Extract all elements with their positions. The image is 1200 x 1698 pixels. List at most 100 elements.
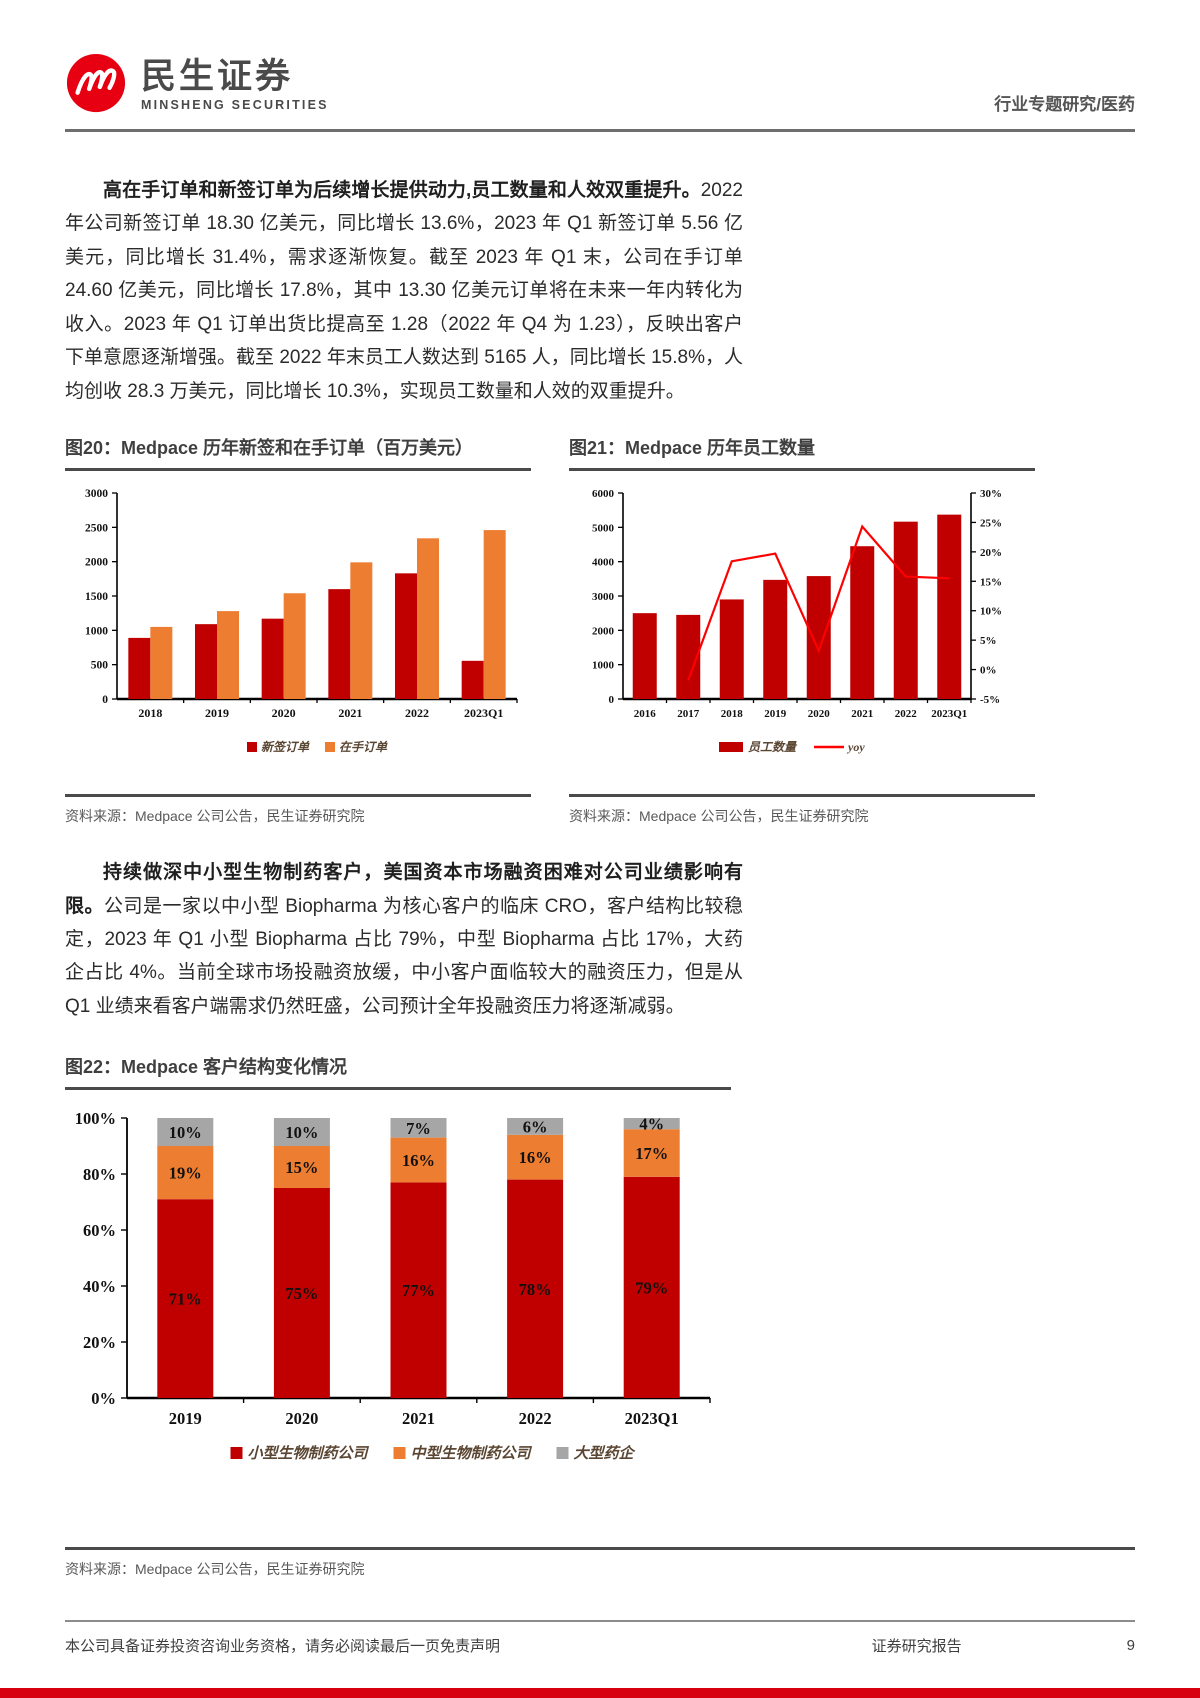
svg-text:15%: 15% <box>980 576 1002 588</box>
svg-text:75%: 75% <box>285 1284 318 1303</box>
figure-22-source: 资料来源：Medpace 公司公告，民生证券研究院 <box>65 1561 365 1578</box>
brand-name-en: MINSHENG SECURITIES <box>141 98 329 113</box>
svg-text:2020: 2020 <box>272 706 296 720</box>
svg-text:2023Q1: 2023Q1 <box>931 708 967 720</box>
svg-text:30%: 30% <box>980 488 1002 500</box>
svg-text:20%: 20% <box>980 547 1002 559</box>
svg-text:2022: 2022 <box>405 706 429 720</box>
svg-text:2022: 2022 <box>519 1409 552 1428</box>
brand-name-cn: 民生证券 <box>141 56 294 96</box>
paragraph-clients-body: 公司是一家以中小型 Biopharma 为核心客户的临床 CRO，客户结构比较稳… <box>65 895 743 1017</box>
svg-text:大型药企: 大型药企 <box>574 1444 636 1462</box>
page-footer: 本公司具备证券投资咨询业务资格，请务必阅读最后一页免责声明 证券研究报告 9 <box>65 1620 1135 1656</box>
paragraph-orders-lead: 高在手订单和新签订单为后续增长提供动力,员工数量和人效双重提升。 <box>103 180 701 201</box>
paragraph-clients: 持续做深中小型生物制药客户，美国资本市场融资困难对公司业绩影响有限。公司是一家以… <box>65 856 743 1023</box>
page-header: 民生证券 MINSHENG SECURITIES 行业专题研究/医药 <box>65 0 1135 132</box>
svg-text:10%: 10% <box>169 1123 202 1142</box>
svg-text:2020: 2020 <box>808 708 831 720</box>
svg-text:16%: 16% <box>402 1151 435 1170</box>
svg-text:新签订单: 新签订单 <box>261 740 310 754</box>
svg-text:3000: 3000 <box>85 488 108 500</box>
figure-21-chart: 0 1000 2000 3000 4000 5000 6000 -5% 0% 5% 10% 15% 20… <box>592 488 1002 754</box>
svg-text:71%: 71% <box>169 1290 202 1309</box>
svg-text:40%: 40% <box>83 1277 116 1296</box>
svg-text:4000: 4000 <box>592 557 615 569</box>
svg-text:2017: 2017 <box>677 708 700 720</box>
svg-text:2000: 2000 <box>85 557 108 569</box>
svg-text:2019: 2019 <box>205 706 229 720</box>
figure-20-rule <box>65 794 531 798</box>
paragraph-orders-body: 2022 年公司新签订单 18.30 亿美元，同比增长 13.6%，2023 年… <box>65 180 743 402</box>
footer-right: 证券研究报告 9 <box>872 1635 1135 1656</box>
svg-text:60%: 60% <box>83 1221 116 1240</box>
svg-text:2018: 2018 <box>138 706 162 720</box>
figure-21-title: 图21：Medpace 历年员工数量 <box>569 434 1035 472</box>
svg-text:5%: 5% <box>980 635 997 647</box>
svg-text:16%: 16% <box>519 1148 552 1167</box>
footer-doc-label: 证券研究报告 <box>871 1638 962 1655</box>
svg-text:10%: 10% <box>980 606 1002 618</box>
figure-21-source: 资料来源：Medpace 公司公告，民生证券研究院 <box>569 808 869 825</box>
figure-22: 图22：Medpace 客户结构变化情况 0% 20% 40% 60% 80% 100% 2… <box>65 1053 1135 1579</box>
figure-22-title: 图22：Medpace 客户结构变化情况 <box>65 1053 731 1091</box>
svg-text:10%: 10% <box>285 1123 318 1142</box>
svg-text:yoy: yoy <box>846 740 865 754</box>
svg-text:15%: 15% <box>285 1158 318 1177</box>
svg-text:79%: 79% <box>635 1279 668 1298</box>
figure-20-source: 资料来源：Medpace 公司公告，民生证券研究院 <box>65 808 365 825</box>
svg-text:2020: 2020 <box>285 1409 318 1428</box>
svg-text:78%: 78% <box>519 1280 552 1299</box>
svg-text:2021: 2021 <box>851 708 873 720</box>
figure-22-rule <box>65 1547 1135 1551</box>
svg-text:7%: 7% <box>406 1119 431 1138</box>
svg-text:100%: 100% <box>75 1109 116 1128</box>
figure-20-chart: 0 500 1000 1500 2000 2500 3000 2018 2019 2020 2021… <box>85 488 518 754</box>
footer-red-strip <box>0 1688 1200 1698</box>
svg-text:2019: 2019 <box>169 1409 202 1428</box>
svg-text:6%: 6% <box>523 1118 548 1137</box>
svg-text:500: 500 <box>91 660 109 672</box>
paragraph-orders: 高在手订单和新签订单为后续增长提供动力,员工数量和人效双重提升。2022 年公司… <box>65 174 743 408</box>
svg-text:1000: 1000 <box>85 625 108 637</box>
svg-text:2018: 2018 <box>721 708 744 720</box>
svg-text:4%: 4% <box>639 1115 664 1134</box>
svg-text:6000: 6000 <box>592 488 615 500</box>
svg-text:2021: 2021 <box>338 706 362 720</box>
svg-text:0: 0 <box>609 694 615 706</box>
svg-text:员工数量: 员工数量 <box>748 740 798 754</box>
svg-text:2021: 2021 <box>402 1409 435 1428</box>
figure-21: 图21：Medpace 历年员工数量 0 1000 2000 3000 4000 5000… <box>569 434 1035 826</box>
svg-text:17%: 17% <box>635 1144 668 1163</box>
figure-20: 图20：Medpace 历年新签和在手订单（百万美元） 0 500 1000 1500… <box>65 434 531 826</box>
svg-text:20%: 20% <box>83 1333 116 1352</box>
svg-text:2016: 2016 <box>634 708 657 720</box>
footer-disclaimer: 本公司具备证券投资咨询业务资格，请务必阅读最后一页免责声明 <box>65 1638 501 1655</box>
svg-text:19%: 19% <box>169 1164 202 1183</box>
svg-text:0%: 0% <box>980 665 997 677</box>
svg-text:2022: 2022 <box>895 708 918 720</box>
figures-row: 图20：Medpace 历年新签和在手订单（百万美元） 0 500 1000 1500… <box>65 434 1135 826</box>
svg-text:2000: 2000 <box>592 625 615 637</box>
svg-text:5000: 5000 <box>592 522 615 534</box>
svg-text:2023Q1: 2023Q1 <box>625 1409 679 1428</box>
figure-21-rule <box>569 794 1035 798</box>
figure-22-chart: 0% 20% 40% 60% 80% 100% 2019 71% 19% 10% 2020 75% 15… <box>75 1109 711 1462</box>
svg-text:-5%: -5% <box>980 694 1000 706</box>
svg-text:小型生物制药公司: 小型生物制药公司 <box>248 1445 370 1462</box>
svg-text:80%: 80% <box>83 1165 116 1184</box>
svg-text:2023Q1: 2023Q1 <box>464 706 503 720</box>
svg-text:0%: 0% <box>91 1389 116 1408</box>
svg-text:中型生物制药公司: 中型生物制药公司 <box>411 1445 533 1462</box>
svg-text:2019: 2019 <box>764 708 787 720</box>
brand-block: 民生证券 MINSHENG SECURITIES <box>65 52 329 119</box>
minsheng-logo-icon <box>65 52 127 119</box>
svg-text:0: 0 <box>102 694 108 706</box>
figure-20-title: 图20：Medpace 历年新签和在手订单（百万美元） <box>65 434 531 472</box>
footer-page-number: 9 <box>1126 1637 1135 1654</box>
svg-text:77%: 77% <box>402 1281 435 1300</box>
svg-text:25%: 25% <box>980 517 1002 529</box>
paragraph-clients-lead: 持续做深中小型生物制药客户，美国资本市场融资困难对公司业绩影响有限。 <box>65 862 743 917</box>
svg-text:在手订单: 在手订单 <box>339 740 388 754</box>
brand-text: 民生证券 MINSHENG SECURITIES <box>141 56 329 113</box>
